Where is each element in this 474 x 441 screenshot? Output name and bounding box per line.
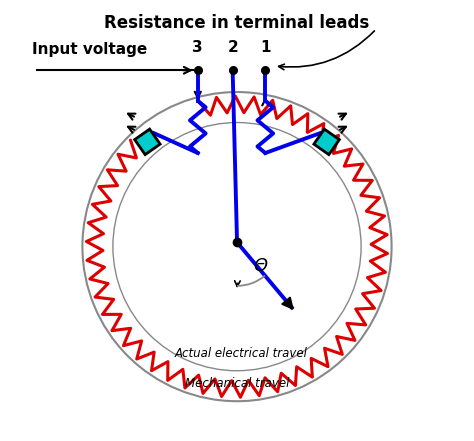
Text: Actual electrical travel: Actual electrical travel xyxy=(175,347,308,360)
Text: 3: 3 xyxy=(192,40,203,55)
Text: Resistance in terminal leads: Resistance in terminal leads xyxy=(104,14,370,32)
Polygon shape xyxy=(314,129,339,155)
Polygon shape xyxy=(282,297,293,309)
Polygon shape xyxy=(135,129,160,155)
FancyArrowPatch shape xyxy=(279,31,374,70)
Text: Input voltage: Input voltage xyxy=(32,42,147,57)
Text: Mechanical travel: Mechanical travel xyxy=(185,377,289,390)
Text: 2: 2 xyxy=(227,40,238,55)
Text: Θ: Θ xyxy=(254,257,268,275)
Text: 1: 1 xyxy=(260,40,271,55)
